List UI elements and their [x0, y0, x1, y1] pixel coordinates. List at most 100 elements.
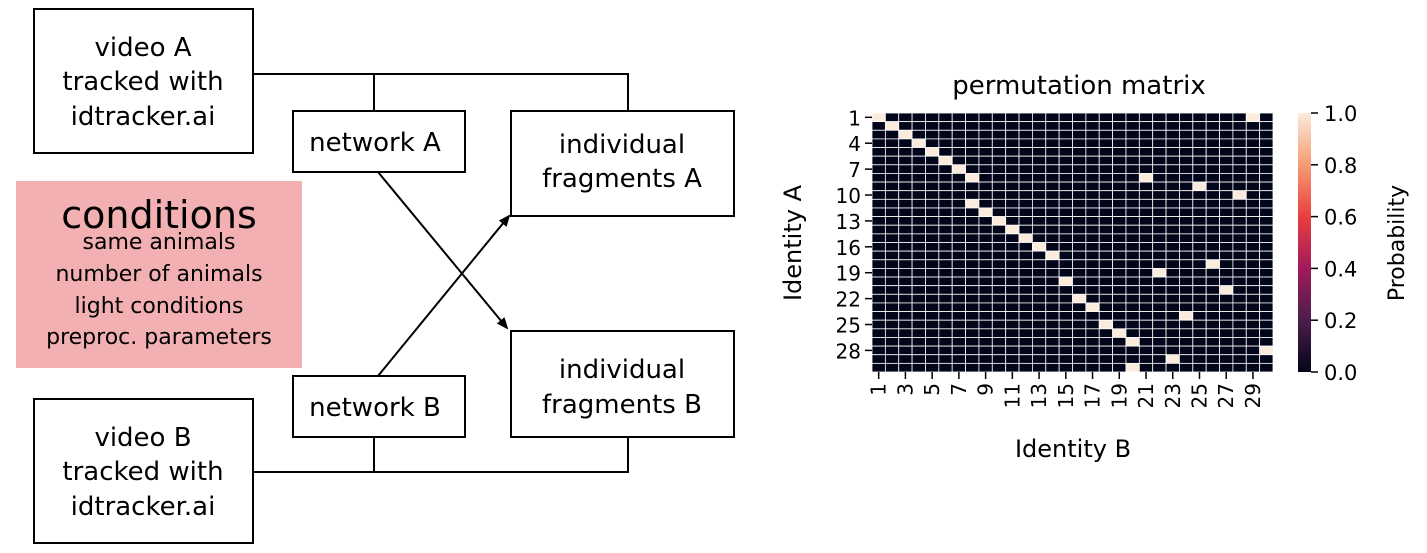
heatmap-cell [1032, 250, 1047, 261]
heatmap-cell [1005, 250, 1020, 261]
heatmap-cell [1098, 285, 1113, 295]
heatmap-cell-one [1192, 181, 1207, 192]
heatmap-cell [871, 311, 886, 321]
heatmap-cell [1245, 285, 1261, 295]
heatmap-cell [1085, 112, 1100, 123]
heatmap-cell [925, 190, 940, 200]
heatmap-cell [978, 337, 993, 347]
heatmap-cell [1152, 121, 1167, 131]
heatmap-cell [925, 293, 940, 304]
heatmap-cell [1232, 164, 1247, 174]
heatmap-cell-one [1205, 259, 1220, 269]
heatmap-cell [1005, 285, 1020, 295]
heatmap-cell [1259, 302, 1274, 312]
heatmap-cell [1058, 285, 1073, 295]
heatmap-cell [898, 216, 913, 226]
heatmap-cell [1192, 155, 1207, 166]
heatmap-cell [1192, 173, 1207, 183]
heatmap-cell [1152, 155, 1167, 166]
heatmap-cell [1032, 328, 1047, 338]
heatmap-cell [1138, 224, 1154, 235]
heatmap-cell [1005, 354, 1020, 364]
heatmap-cell [965, 362, 980, 373]
heatmap-cell [1152, 147, 1167, 157]
heatmap-cell [991, 164, 1007, 174]
heatmap-cell [1205, 112, 1220, 123]
heatmap-cell [1205, 285, 1220, 295]
x-tick-label: 7 [947, 383, 971, 396]
heatmap-cell [1112, 242, 1127, 252]
heatmap-cell [1192, 138, 1207, 148]
heatmap-cell [1165, 173, 1180, 183]
heatmap-cell [1232, 285, 1247, 295]
heatmap-cell [1219, 328, 1234, 338]
heatmap-cell [1232, 250, 1247, 261]
heatmap-cell [1045, 138, 1060, 148]
heatmap-cell [1219, 267, 1234, 278]
heatmap-cell [884, 362, 900, 373]
fragments-b-line-2: fragments B [542, 390, 702, 420]
heatmap-cell [1165, 216, 1180, 226]
heatmap-cell [1232, 138, 1247, 148]
heatmap-cell [951, 319, 966, 330]
heatmap-cell [1179, 121, 1194, 131]
heatmap-cell [951, 121, 966, 131]
heatmap-cell [1058, 345, 1073, 356]
heatmap-cell [911, 181, 926, 192]
heatmap-cell [1205, 293, 1220, 304]
heatmap-cell [1058, 250, 1073, 261]
heatmap-cell [1045, 354, 1060, 364]
heatmap-cell [1018, 319, 1033, 330]
heatmap-cell [1179, 276, 1194, 287]
heatmap-cell [1165, 302, 1180, 312]
heatmap-cell [1098, 362, 1113, 373]
heatmap-cell [1219, 233, 1234, 243]
heatmap-cell [1165, 276, 1180, 287]
heatmap-cell [1205, 345, 1220, 356]
heatmap-cell [938, 328, 953, 338]
heatmap-cell [871, 190, 886, 200]
heatmap-cell [938, 293, 953, 304]
heatmap-cell [951, 155, 966, 166]
heatmap-cell [1098, 276, 1113, 287]
heatmap-cell [1138, 147, 1154, 157]
heatmap-cell [871, 293, 886, 304]
heatmap-cell [1179, 198, 1194, 209]
y-tick-label: 22 [836, 288, 861, 312]
heatmap-cell [1192, 302, 1207, 312]
conditions-item: number of animals [55, 262, 262, 287]
heatmap-cell [1232, 267, 1247, 278]
heatmap-cell [898, 224, 913, 235]
heatmap-cell [1205, 242, 1220, 252]
heatmap-cell [925, 319, 940, 330]
heatmap-cell [965, 216, 980, 226]
heatmap-cell [1098, 224, 1113, 235]
heatmap-cell [1032, 233, 1047, 243]
heatmap-cell [1085, 190, 1100, 200]
heatmap-cell [1138, 259, 1154, 269]
heatmap-cell [1165, 138, 1180, 148]
heatmap-cell [1219, 198, 1234, 209]
heatmap-cell [1112, 181, 1127, 192]
fragments-a-line-1: individual [559, 130, 685, 160]
y-tick-label: 1 [848, 106, 861, 130]
heatmap-cell [1232, 121, 1247, 131]
heatmap-cell [871, 276, 886, 287]
heatmap-cell [991, 293, 1007, 304]
heatmap-cell [1152, 328, 1167, 338]
heatmap-cell [1138, 198, 1154, 209]
x-tick-label: 23 [1161, 383, 1185, 408]
heatmap-cell [1125, 147, 1140, 157]
heatmap-cell [1072, 267, 1087, 278]
heatmap-cell [951, 345, 966, 356]
heatmap-cell [951, 259, 966, 269]
heatmap-cell [991, 259, 1007, 269]
heatmap-cell [1138, 311, 1154, 321]
heatmap-cell [1125, 293, 1140, 304]
heatmap-cell [1018, 121, 1033, 131]
heatmap-cell [1005, 337, 1020, 347]
heatmap-cell [965, 147, 980, 157]
heatmap-cell [898, 155, 913, 166]
heatmap-cell [991, 319, 1007, 330]
heatmap-cell [1219, 302, 1234, 312]
